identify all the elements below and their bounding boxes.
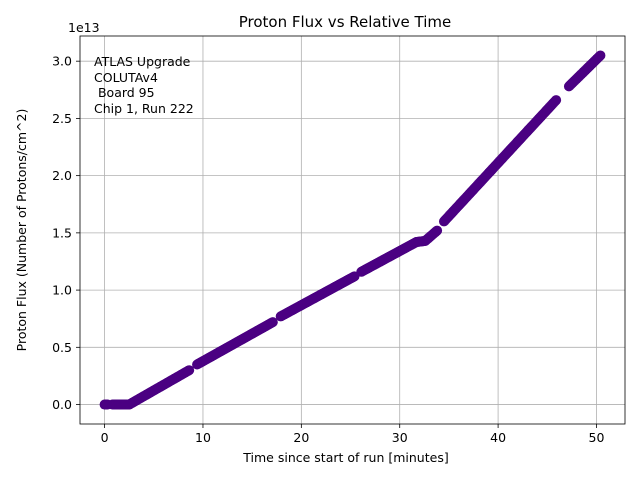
x-tick-label: 20	[293, 430, 309, 445]
data-point	[432, 225, 443, 236]
data-point	[551, 95, 562, 106]
chart-title: Proton Flux vs Relative Time	[239, 13, 452, 31]
y-tick-label: 1.0	[52, 283, 72, 298]
y-offset-label: 1e13	[68, 20, 100, 35]
annotation-line: COLUTAv4	[94, 70, 158, 85]
x-axis-label: Time since start of run [minutes]	[242, 450, 448, 465]
annotation-block: ATLAS Upgrade COLUTAv4 Board 95 Chip 1, …	[94, 54, 194, 116]
x-tick-label: 10	[195, 430, 211, 445]
x-tick-label: 30	[392, 430, 408, 445]
y-tick-label: 1.5	[52, 225, 72, 240]
x-tick-label: 40	[490, 430, 506, 445]
ticks-layer: 0 10 20 30 40 50 0.0 0.5 1.0 1.5 2.0 2.5 3.0	[52, 54, 604, 445]
x-tick-label: 50	[589, 430, 605, 445]
y-tick-label: 3.0	[52, 54, 72, 69]
annotation-line: ATLAS Upgrade	[94, 54, 191, 69]
data-point	[595, 50, 606, 61]
annotation-line: Chip 1, Run 222	[94, 101, 194, 116]
points-layer	[99, 50, 606, 410]
data-point	[184, 365, 195, 376]
y-tick-label: 0.0	[52, 397, 72, 412]
annotation-line: Board 95	[94, 85, 155, 100]
y-tick-label: 2.5	[52, 111, 72, 126]
y-axis-label: Proton Flux (Number of Protons/cm^2)	[14, 109, 29, 352]
x-tick-label: 0	[101, 430, 109, 445]
grid-layer	[80, 36, 625, 424]
y-tick-label: 0.5	[52, 340, 72, 355]
y-tick-label: 2.0	[52, 168, 72, 183]
plot-frame	[79, 35, 626, 425]
data-point	[267, 317, 278, 328]
